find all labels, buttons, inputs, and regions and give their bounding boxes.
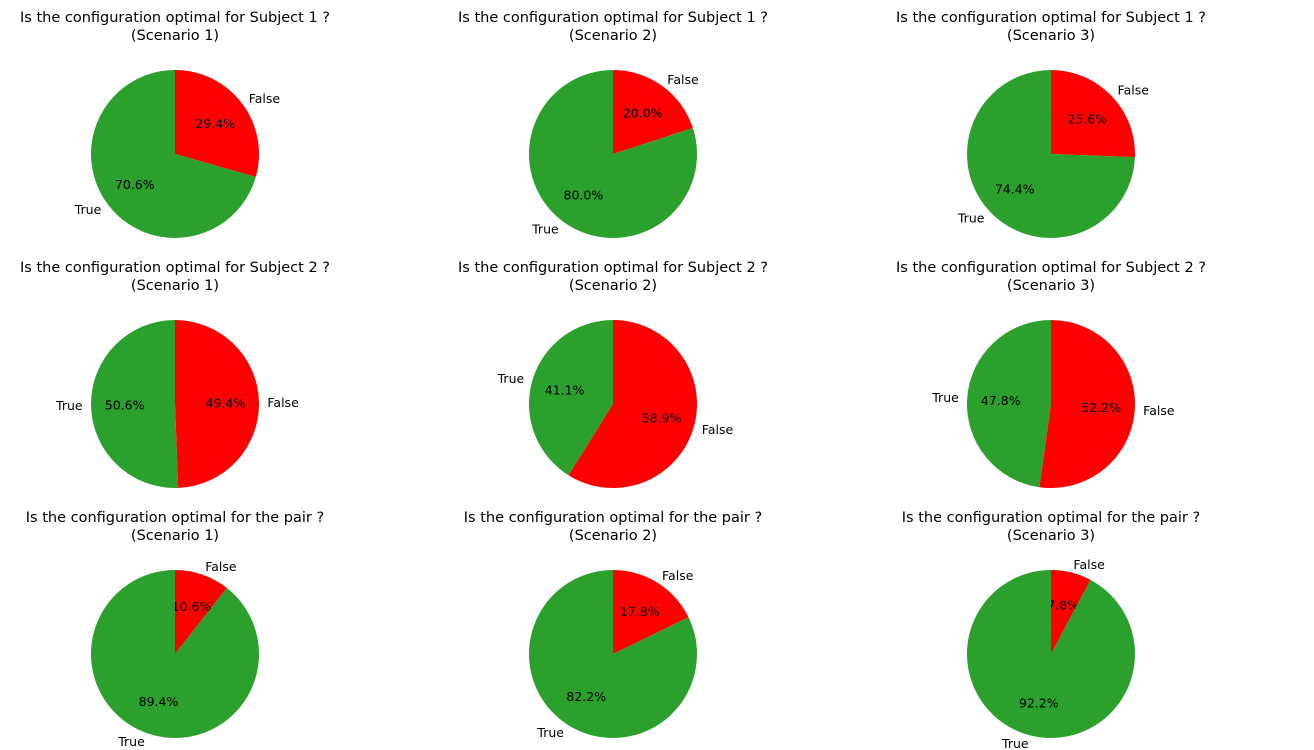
pie-slice-false xyxy=(1051,570,1091,654)
slice-label-false: False xyxy=(249,91,281,106)
pie-chart-svg: Is the configuration optimal for Subject… xyxy=(458,260,768,488)
chart-subtitle: (Scenario 3) xyxy=(1007,28,1095,44)
pie-chart-svg: Is the configuration optimal for the pai… xyxy=(902,510,1200,750)
slice-label-false: False xyxy=(267,395,299,410)
chart-title: Is the configuration optimal for the pai… xyxy=(464,510,762,526)
chart-title: Is the configuration optimal for the pai… xyxy=(26,510,324,526)
slice-label-true: True xyxy=(931,390,959,405)
pie-chart-svg: Is the configuration optimal for Subject… xyxy=(458,10,768,238)
percentage-label: 10.6% xyxy=(172,599,212,614)
chart-title: Is the configuration optimal for Subject… xyxy=(896,260,1206,276)
pie-slice-true xyxy=(91,570,260,738)
chart-subtitle: (Scenario 1) xyxy=(131,28,219,44)
slice-label-true: True xyxy=(1001,736,1029,750)
slice-label-true: True xyxy=(957,211,985,226)
pie-chart-svg: Is the configuration optimal for the pai… xyxy=(26,510,324,749)
pie-slice-true xyxy=(529,570,698,738)
pie-chart-svg: Is the configuration optimal for Subject… xyxy=(896,260,1206,488)
percentage-label: 41.1% xyxy=(545,383,585,398)
pie-chart-subject1-scenario1: Is the configuration optimal for Subject… xyxy=(0,0,438,250)
pie-chart-pair-scenario3: Is the configuration optimal for the pai… xyxy=(876,500,1314,750)
pie-chart-pair-scenario2: Is the configuration optimal for the pai… xyxy=(438,500,876,750)
pie-slice-false xyxy=(175,70,260,177)
pie-slice-true xyxy=(91,70,256,239)
pie-chart-subject1-scenario2: Is the configuration optimal for Subject… xyxy=(438,0,876,250)
pie-chart-pair-scenario1: Is the configuration optimal for the pai… xyxy=(0,500,438,750)
percentage-label: 80.0% xyxy=(564,187,604,202)
slice-label-true: True xyxy=(55,398,83,413)
percentage-label: 7.8% xyxy=(1047,598,1079,613)
pie-slice-false xyxy=(1039,320,1135,488)
slice-label-false: False xyxy=(1143,403,1175,418)
chart-subtitle: (Scenario 3) xyxy=(1007,278,1095,294)
pie-slice-true xyxy=(529,70,698,238)
slice-label-false: False xyxy=(1118,82,1150,97)
chart-subtitle: (Scenario 2) xyxy=(569,278,657,294)
slice-label-true: True xyxy=(531,221,559,236)
pie-slice-true xyxy=(966,70,1135,239)
chart-title: Is the configuration optimal for the pai… xyxy=(902,510,1200,526)
slice-label-false: False xyxy=(702,422,734,437)
percentage-label: 20.0% xyxy=(623,106,663,121)
percentage-label: 17.8% xyxy=(620,604,660,619)
chart-subtitle: (Scenario 2) xyxy=(569,528,657,544)
percentage-label: 47.8% xyxy=(981,393,1021,408)
slice-label-false: False xyxy=(662,568,694,583)
slice-label-false: False xyxy=(205,559,237,574)
slice-label-false: False xyxy=(667,72,699,87)
slice-label-true: True xyxy=(74,202,102,217)
chart-title: Is the configuration optimal for Subject… xyxy=(458,10,768,26)
pie-chart-subject1-scenario3: Is the configuration optimal for Subject… xyxy=(876,0,1314,250)
slice-label-true: True xyxy=(497,371,525,386)
percentage-label: 52.2% xyxy=(1081,400,1121,415)
percentage-label: 89.4% xyxy=(139,694,179,709)
chart-title: Is the configuration optimal for Subject… xyxy=(896,10,1206,26)
pie-chart-subject2-scenario2: Is the configuration optimal for Subject… xyxy=(438,250,876,500)
percentage-label: 49.4% xyxy=(206,396,246,411)
chart-subtitle: (Scenario 1) xyxy=(131,528,219,544)
pie-chart-subject2-scenario1: Is the configuration optimal for Subject… xyxy=(0,250,438,500)
percentage-label: 92.2% xyxy=(1019,695,1059,710)
chart-subtitle: (Scenario 2) xyxy=(569,28,657,44)
percentage-label: 25.6% xyxy=(1067,112,1107,127)
pie-slice-true xyxy=(529,320,613,476)
percentage-label: 50.6% xyxy=(105,397,145,412)
pie-slice-false xyxy=(613,570,689,654)
pie-chart-svg: Is the configuration optimal for Subject… xyxy=(20,260,330,488)
slice-label-false: False xyxy=(1073,557,1105,572)
percentage-label: 70.6% xyxy=(115,177,155,192)
percentage-label: 74.4% xyxy=(995,181,1035,196)
chart-title: Is the configuration optimal for Subject… xyxy=(20,260,330,276)
pie-slice-false xyxy=(1051,70,1135,158)
pie-slice-true xyxy=(966,320,1051,488)
pie-chart-svg: Is the configuration optimal for the pai… xyxy=(464,510,762,740)
pie-slice-false xyxy=(175,320,259,488)
pie-chart-subject2-scenario3: Is the configuration optimal for Subject… xyxy=(876,250,1314,500)
percentage-label: 58.9% xyxy=(642,410,682,425)
percentage-label: 82.2% xyxy=(566,689,606,704)
pie-slice-true xyxy=(90,320,179,488)
pie-slice-false xyxy=(175,570,227,654)
pie-slice-false xyxy=(613,70,693,154)
chart-subtitle: (Scenario 1) xyxy=(131,278,219,294)
slice-label-true: True xyxy=(536,725,564,740)
chart-title: Is the configuration optimal for Subject… xyxy=(458,260,768,276)
percentage-label: 29.4% xyxy=(195,116,235,131)
chart-title: Is the configuration optimal for Subject… xyxy=(20,10,330,26)
pie-chart-svg: Is the configuration optimal for Subject… xyxy=(20,10,330,239)
pie-slice-true xyxy=(966,570,1135,738)
pie-chart-svg: Is the configuration optimal for Subject… xyxy=(896,10,1206,239)
slice-label-true: True xyxy=(117,734,145,749)
chart-subtitle: (Scenario 3) xyxy=(1007,528,1095,544)
pie-slice-false xyxy=(568,320,698,488)
